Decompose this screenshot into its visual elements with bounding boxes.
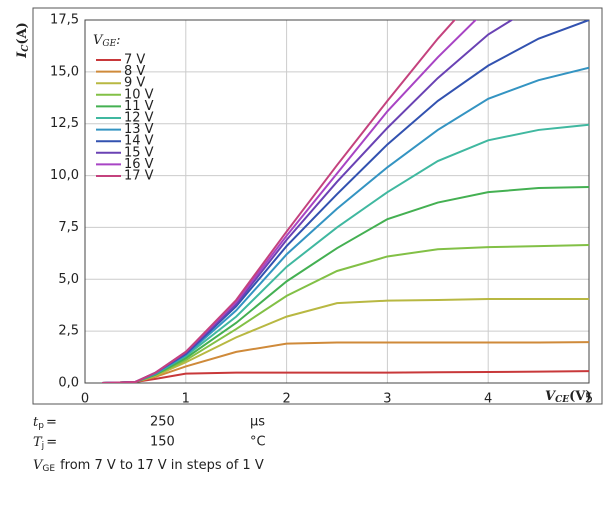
note-symbol: tp = <box>33 415 57 431</box>
series-line <box>102 20 478 383</box>
y-tick-label: 7,5 <box>58 220 79 235</box>
y-label-sub: C <box>21 44 31 52</box>
x-label-main: V <box>545 389 557 404</box>
x-tick-label: 5 <box>585 392 593 407</box>
note-sub: p <box>38 421 44 431</box>
y-label-unit: (A) <box>15 22 30 44</box>
legend-label: 13 V <box>124 122 154 137</box>
note-sym: t <box>33 415 39 430</box>
legend-label: 15 V <box>124 145 154 160</box>
legend-label: 10 V <box>124 87 154 102</box>
y-tick-label: 5,0 <box>58 272 79 287</box>
chart-frame <box>32 7 603 405</box>
cond-sym: V <box>33 458 44 473</box>
legend-label: 8 V <box>124 64 145 79</box>
x-tick-label: 1 <box>182 392 190 407</box>
plot-border <box>84 19 590 384</box>
legend-label: 11 V <box>124 99 154 114</box>
x-label-sub: CE <box>555 395 569 405</box>
note-unit: µs <box>250 415 265 430</box>
series-line <box>102 20 456 383</box>
legend-label: 9 V <box>124 76 145 91</box>
note-eq: = <box>46 435 57 450</box>
condition: VGE from 7 V to 17 V in steps of 1 V <box>33 458 264 474</box>
y-tick-label: 10,0 <box>50 168 79 183</box>
x-tick-label: 3 <box>383 392 391 407</box>
y-tick-label: 2,5 <box>58 324 79 339</box>
y-tick-label: 12,5 <box>50 116 79 131</box>
series-line <box>102 370 589 383</box>
legend-label: 7 V <box>124 53 145 68</box>
y-tick-label: 0,0 <box>58 376 79 391</box>
x-axis-label: VCE(V) <box>545 389 592 405</box>
cond-sub: GE <box>42 464 55 474</box>
x-tick-label: 4 <box>484 392 492 407</box>
note-unit: °C <box>250 435 266 450</box>
note-symbol: Tj = <box>33 435 57 451</box>
note-sub: j <box>41 441 45 451</box>
note-value: 250 <box>150 415 175 430</box>
legend-title: VGE: <box>93 33 121 49</box>
note-value: 150 <box>150 435 175 450</box>
legend-title-suffix: : <box>116 33 120 48</box>
series-line <box>102 185 589 383</box>
legend-title-main: V <box>93 33 104 48</box>
legend-label: 12 V <box>124 111 154 126</box>
series-line <box>102 66 589 383</box>
legend-label: 16 V <box>124 157 154 172</box>
note-eq: = <box>46 415 57 430</box>
legend-label: 17 V <box>124 169 154 184</box>
x-tick-label: 2 <box>282 392 290 407</box>
legend-label: 14 V <box>124 134 154 149</box>
plot-lines <box>102 20 589 383</box>
note-sym: T <box>33 435 43 450</box>
y-tick-label: 15,0 <box>50 64 79 79</box>
y-tick-label: 17,5 <box>50 13 79 28</box>
legend-title-sub: GE <box>102 39 116 49</box>
y-label-main: I <box>15 51 30 59</box>
y-axis-label: IC(A) <box>15 22 31 59</box>
cond-text: from 7 V to 17 V in steps of 1 V <box>60 458 264 473</box>
x-label-unit: (V) <box>569 389 591 404</box>
x-tick-label: 0 <box>81 392 89 407</box>
